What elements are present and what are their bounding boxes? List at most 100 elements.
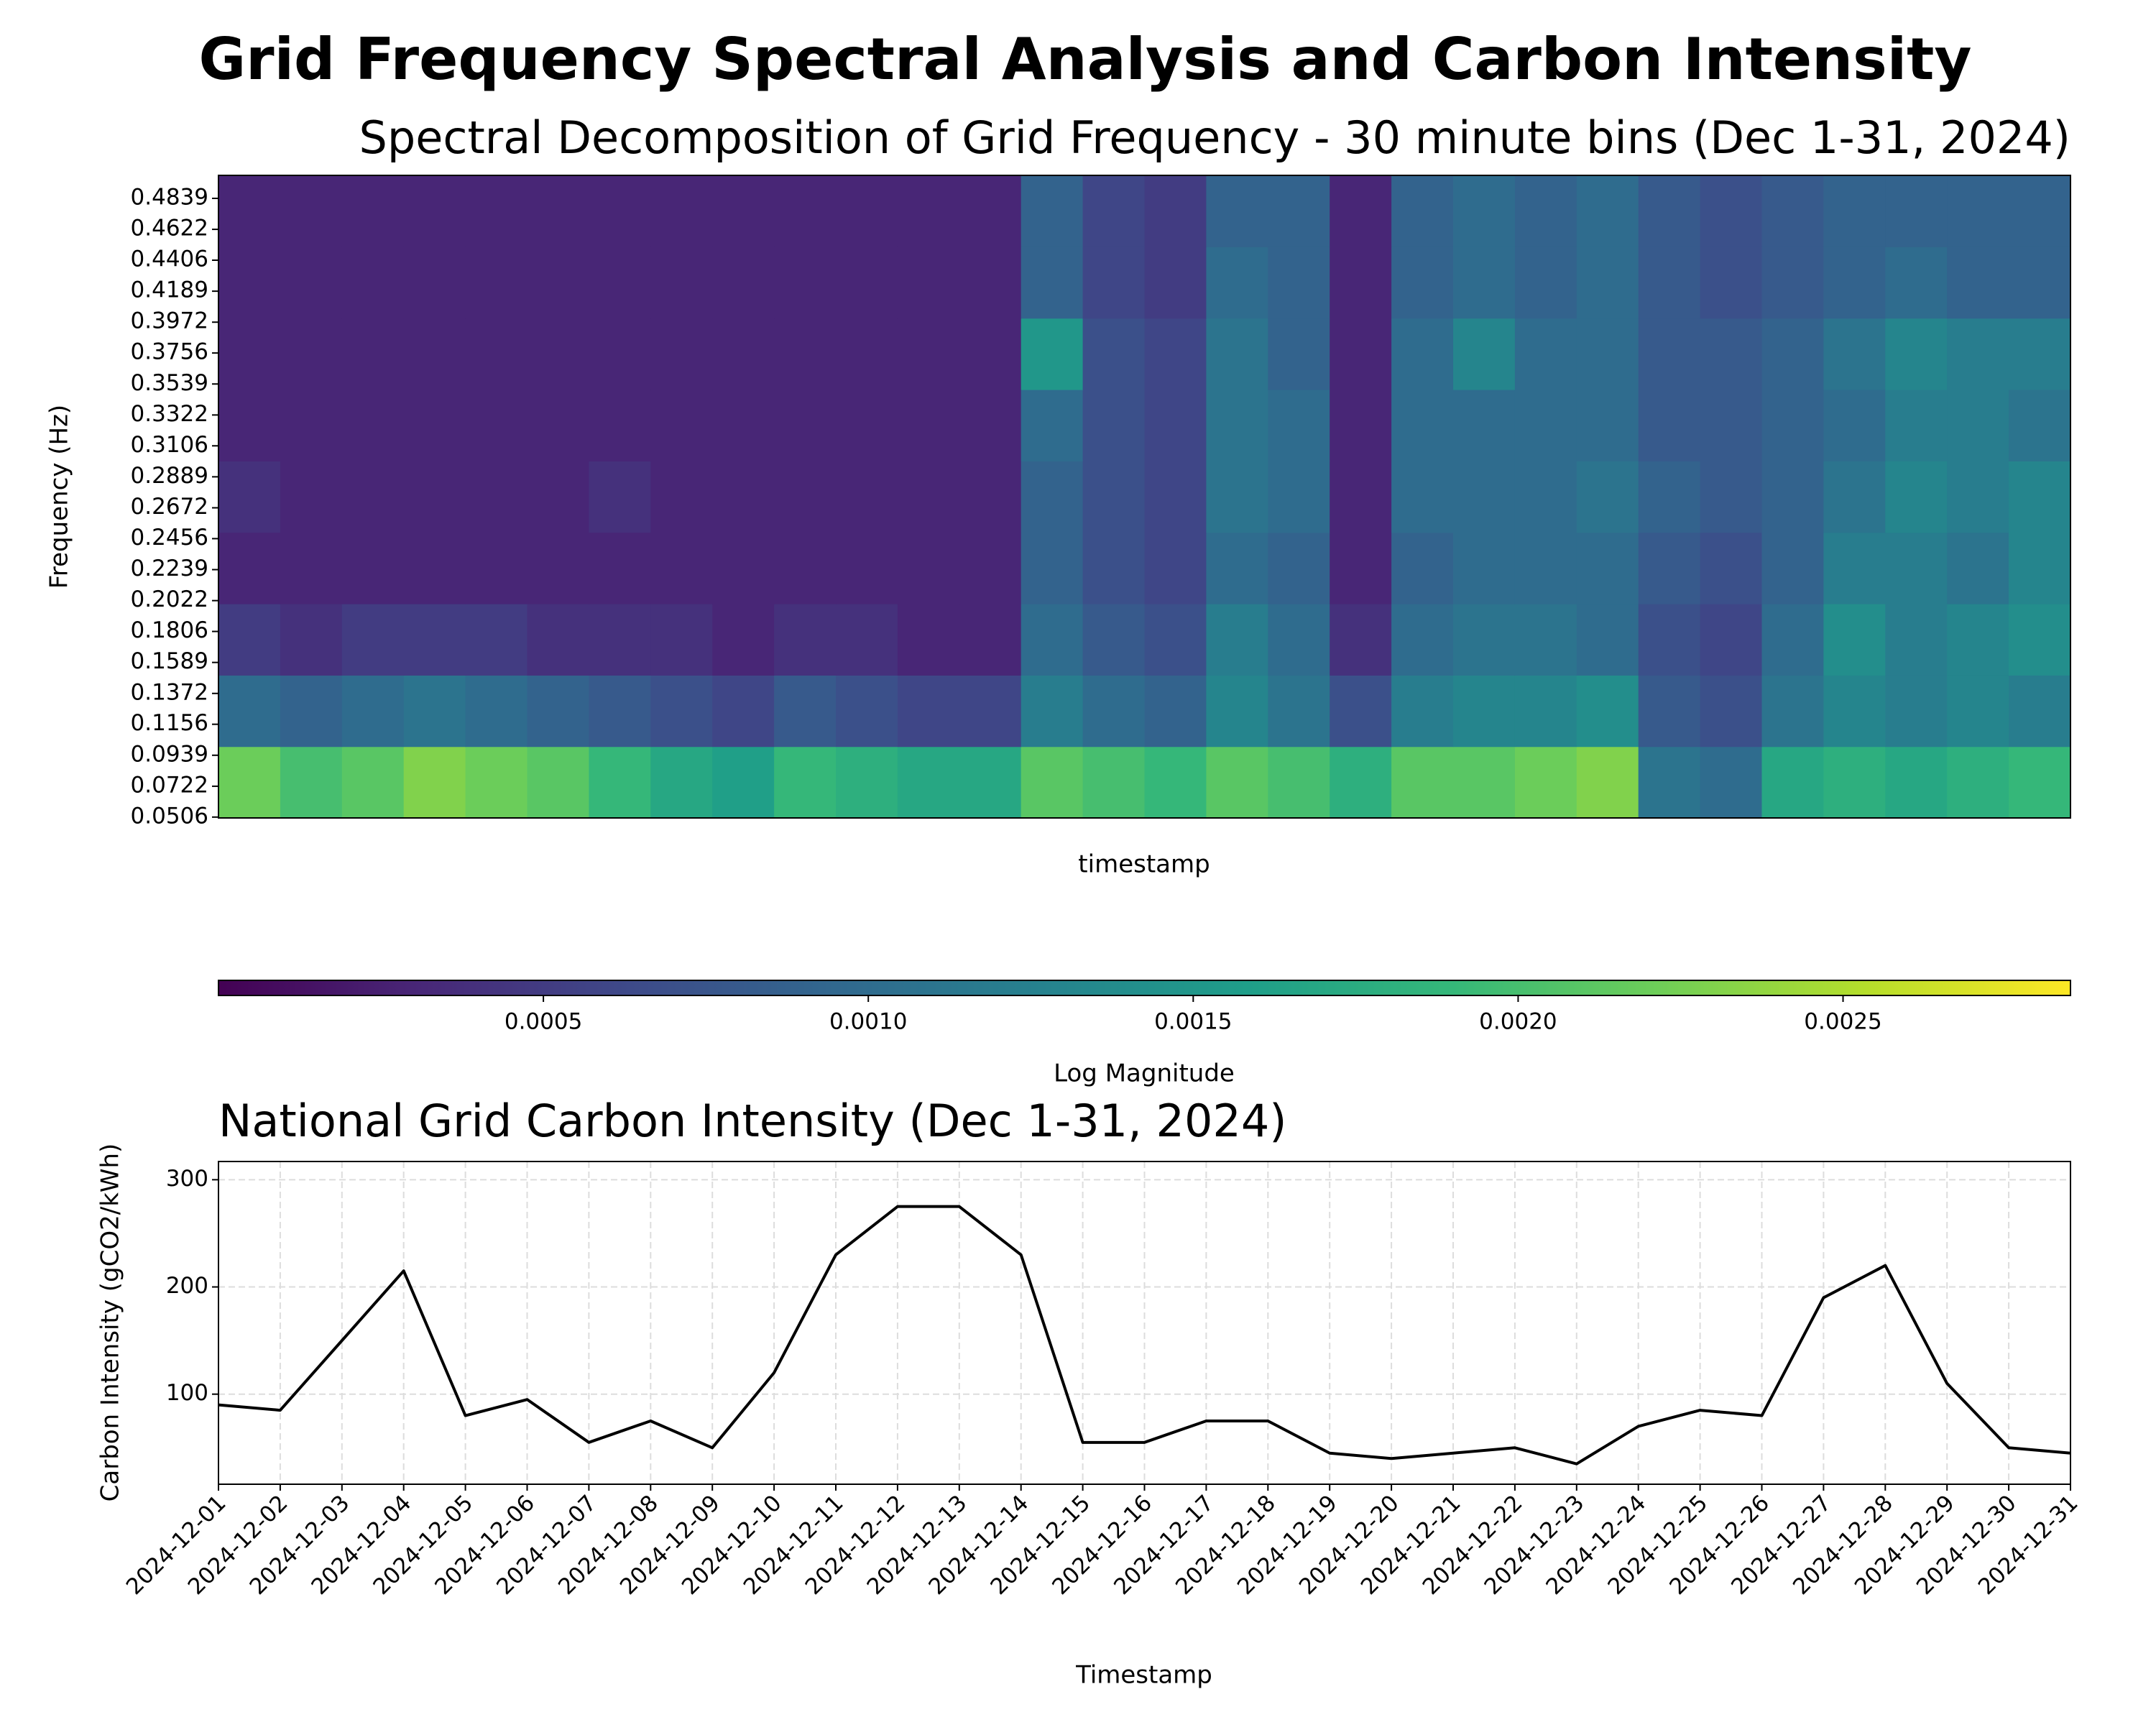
heatmap-cell: [1761, 675, 1824, 748]
heatmap-cell: [1453, 390, 1516, 461]
heatmap-cell: [1082, 247, 1146, 319]
heatmap-cell: [589, 746, 651, 819]
heatmap-cell: [1514, 675, 1577, 748]
heatmap-cell: [1021, 247, 1084, 319]
heatmap-cell: [1947, 604, 2009, 676]
colorbar-tick-label: 0.0025: [1804, 1009, 1881, 1035]
y-tick-label: 0.1372: [131, 679, 208, 705]
heatmap-cell: [1514, 461, 1577, 533]
heatmap-cell: [218, 746, 281, 819]
heatmap-cell: [1144, 675, 1207, 748]
heatmap-cell: [1700, 247, 1763, 319]
y-tick-label: 0.1589: [131, 648, 208, 674]
heatmap-cell: [1453, 461, 1516, 533]
heatmap-cell: [1021, 604, 1084, 676]
heatmap-cell: [1885, 604, 1948, 676]
heatmap-cell: [1082, 390, 1146, 461]
heatmap-cell: [403, 390, 466, 461]
heatmap-cell: [341, 175, 405, 247]
heatmap-cell: [1206, 461, 1268, 533]
heatmap-cell: [2009, 746, 2071, 819]
heatmap-cell: [465, 532, 528, 604]
heatmap-cell: [1947, 461, 2009, 533]
heatmap-cell: [1947, 675, 2009, 748]
heatmap-cell: [1576, 746, 1639, 819]
heatmap-cell: [280, 461, 343, 533]
y-tick-label: 0.2239: [131, 556, 208, 581]
heatmap-cell: [774, 461, 837, 533]
y-tick-label: 0.0506: [131, 803, 208, 829]
heatmap-cell: [2009, 390, 2071, 461]
heatmap-cell: [1761, 318, 1824, 390]
heatmap-cell: [1330, 675, 1392, 748]
heatmap-cell: [1453, 318, 1516, 390]
heatmap-cell: [1206, 390, 1268, 461]
heatmap-cell: [1947, 175, 2009, 247]
heatmap-cell: [1268, 746, 1330, 819]
heatmap-cell: [1761, 461, 1824, 533]
heatmap-cell: [1576, 390, 1639, 461]
heatmap-cell: [836, 675, 898, 748]
heatmap-cell: [774, 675, 837, 748]
heatmap-cell: [959, 675, 1022, 748]
heatmap-cell: [1453, 247, 1516, 319]
y-tick-label: 0.0722: [131, 772, 208, 798]
heatmap-cell: [1268, 675, 1330, 748]
heatmap-cell: [341, 675, 405, 748]
heatmap-cell: [280, 175, 343, 247]
heatmap-cell: [1514, 532, 1577, 604]
y-tick-label: 0.3756: [131, 339, 208, 365]
heatmap-cell: [897, 532, 960, 604]
heatmap-cell: [589, 675, 651, 748]
heatmap-cell: [1391, 390, 1454, 461]
heatmap-cell: [1206, 746, 1268, 819]
heatmap-cell: [1700, 318, 1763, 390]
heatmap-cell: [1391, 532, 1454, 604]
heatmap-cell: [1268, 247, 1330, 319]
heatmap-cell: [959, 247, 1022, 319]
heatmap-cell: [1885, 746, 1948, 819]
heatmap-cell: [650, 675, 713, 748]
heatmap-cell: [589, 318, 651, 390]
y-tick-label: 0.2022: [131, 586, 208, 612]
y-tick-label: 300: [166, 1166, 208, 1192]
heatmap-cell: [1206, 318, 1268, 390]
heatmap-cell: [1514, 746, 1577, 819]
y-tick-label: 0.1156: [131, 710, 208, 736]
heatmap-cell: [959, 532, 1022, 604]
heatmap-cell: [1823, 604, 1886, 676]
heatmap-cell: [1021, 532, 1084, 604]
heatmap-cell: [2009, 461, 2071, 533]
heatmap-cell: [836, 318, 898, 390]
heatmap-cell: [650, 746, 713, 819]
heatmap-cell: [1330, 390, 1392, 461]
heatmap-cell: [1021, 175, 1084, 247]
heatmap-cell: [959, 175, 1022, 247]
colorbar: [218, 980, 2071, 996]
heatmap-cell: [465, 461, 528, 533]
heatmap-cell: [774, 318, 837, 390]
heatmap-cell: [589, 247, 651, 319]
heatmap-cell: [1330, 604, 1392, 676]
heatmap-cell: [1082, 746, 1146, 819]
heatmap-cell: [1021, 675, 1084, 748]
heatmap-cell: [1330, 461, 1392, 533]
heatmap-cell: [1885, 675, 1948, 748]
heatmap-cell: [2009, 532, 2071, 604]
heatmap-cell: [341, 604, 405, 676]
heatmap-cell: [1453, 746, 1516, 819]
heatmap-cell: [1206, 175, 1268, 247]
heatmap-cell: [1514, 390, 1577, 461]
heatmap-cell: [465, 247, 528, 319]
heatmap-cell: [836, 604, 898, 676]
heatmap-cell: [1330, 175, 1392, 247]
heatmap-cell: [1823, 746, 1886, 819]
heatmap-cell: [1082, 175, 1146, 247]
heatmap-cell: [1761, 390, 1824, 461]
heatmap-cell: [1576, 318, 1639, 390]
heatmap-cell: [959, 390, 1022, 461]
heatmap-cell: [712, 675, 775, 748]
heatmap-cell: [650, 461, 713, 533]
heatmap-cell: [1330, 746, 1392, 819]
heatmap-cell: [1576, 247, 1639, 319]
